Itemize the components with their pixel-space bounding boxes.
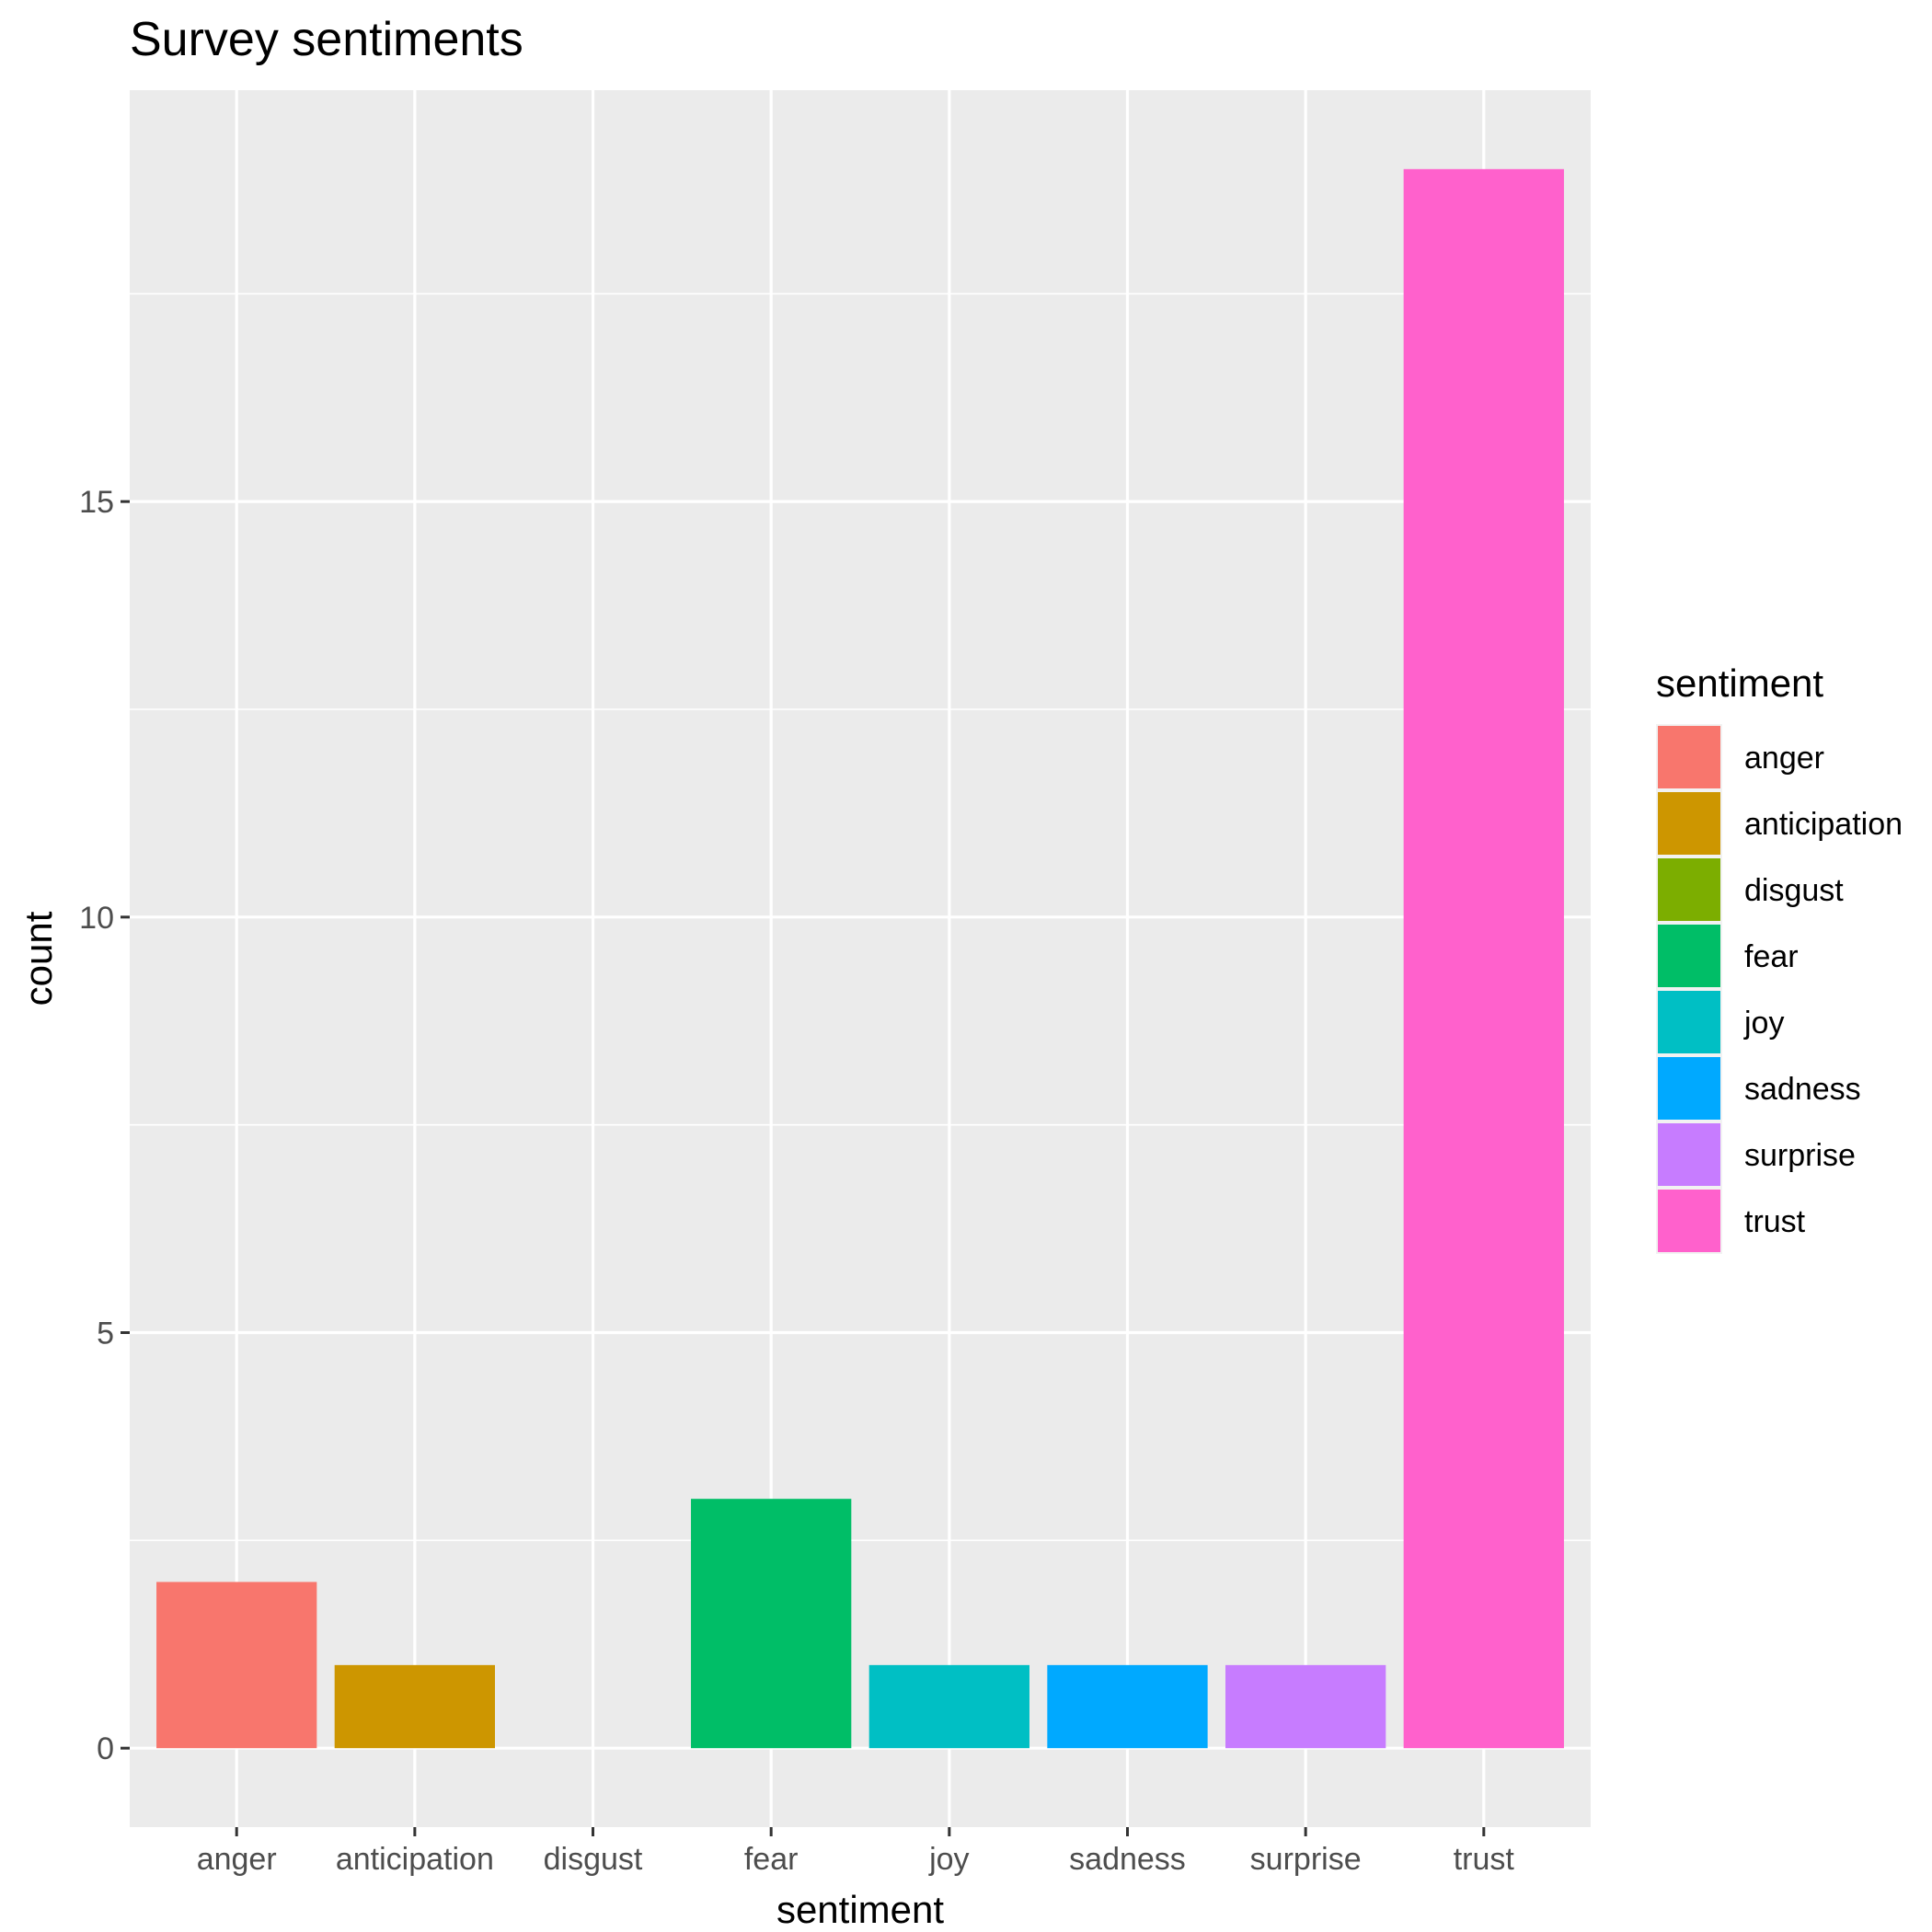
y-axis-title: count [17,911,60,1006]
legend-items: anger anticipation disgust fear joy sadness su… [1656,724,1903,1254]
legend-swatch-sadness [1658,1057,1720,1120]
y-tick-label: 0 [97,1731,114,1766]
x-tick-label: anticipation [336,1842,494,1877]
legend-swatch-anger [1658,726,1720,788]
x-tick-label: surprise [1250,1842,1362,1877]
x-tick-label: joy [928,1842,969,1877]
y-tick-label: 5 [97,1317,114,1351]
x-tick-label: anger [197,1842,277,1877]
bar-fear [691,1499,852,1749]
x-tick-label: trust [1454,1842,1515,1877]
bar-anger [156,1581,317,1749]
legend-swatch-fear [1658,925,1720,987]
chart-title: Survey sentiments [130,13,523,66]
legend-label: anger [1744,741,1824,776]
x-tick-label: disgust [544,1842,643,1877]
legend-label: disgust [1744,873,1844,908]
bars [156,168,1564,1749]
x-tick-label: fear [744,1842,799,1877]
legend-title: sentiment [1656,661,1823,705]
bar-trust [1403,168,1564,1749]
legend-label: joy [1743,1006,1784,1041]
legend-swatch-surprise [1658,1123,1720,1186]
legend-swatch-joy [1658,991,1720,1053]
legend-label: trust [1744,1204,1806,1239]
y-tick-label: 15 [79,485,114,520]
x-axis: anger anticipation disgust fear joy sadness su… [197,1827,1515,1877]
bar-joy [868,1664,1029,1749]
legend-label: surprise [1744,1138,1856,1173]
x-axis-title: sentiment [776,1888,944,1931]
legend: sentiment anger anticipation disgust fear jo… [1656,661,1903,1254]
y-axis: 0 5 10 15 [79,485,130,1766]
legend-swatch-trust [1658,1190,1720,1252]
legend-swatch-anticipation [1658,792,1720,855]
x-tick-label: sadness [1069,1842,1186,1877]
legend-label: anticipation [1744,807,1903,842]
grid-minor [130,293,1591,1542]
y-tick-label: 10 [79,901,114,936]
plot-panel [130,90,1591,1827]
bar-anticipation [334,1664,495,1749]
legend-label: sadness [1744,1072,1861,1107]
legend-swatch-disgust [1658,858,1720,921]
bar-sadness [1047,1664,1208,1749]
legend-label: fear [1744,939,1799,974]
bar-surprise [1225,1664,1386,1749]
